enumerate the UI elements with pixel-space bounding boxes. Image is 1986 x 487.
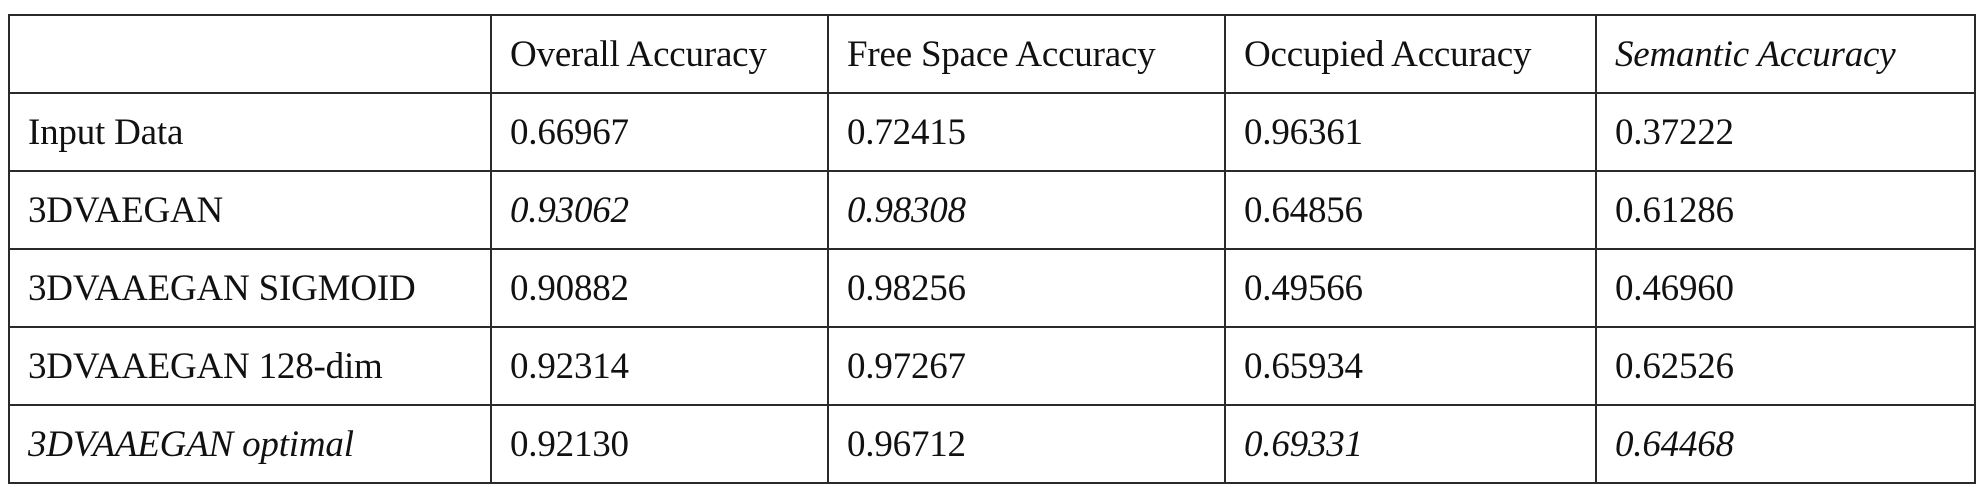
free-space-accuracy-cell: 0.96712 bbox=[827, 404, 1226, 484]
free-space-accuracy-cell: 0.72415 bbox=[827, 92, 1226, 172]
table-row: Input Data 0.66967 0.72415 0.96361 0.372… bbox=[8, 92, 1976, 172]
row-label: 3DVAAEGAN 128-dim bbox=[8, 326, 492, 406]
table-row: 3DVAAEGAN optimal 0.92130 0.96712 0.6933… bbox=[8, 404, 1976, 484]
overall-accuracy-cell: 0.92130 bbox=[490, 404, 829, 484]
header-cell-overall-accuracy: Overall Accuracy bbox=[490, 14, 829, 94]
header-cell-method bbox=[8, 14, 492, 94]
occupied-accuracy-cell: 0.69331 bbox=[1224, 404, 1597, 484]
occupied-accuracy-cell: 0.49566 bbox=[1224, 248, 1597, 328]
semantic-accuracy-cell: 0.62526 bbox=[1595, 326, 1976, 406]
row-label: 3DVAAEGAN optimal bbox=[8, 404, 492, 484]
overall-accuracy-cell: 0.66967 bbox=[490, 92, 829, 172]
free-space-accuracy-cell: 0.98308 bbox=[827, 170, 1226, 250]
semantic-accuracy-cell: 0.61286 bbox=[1595, 170, 1976, 250]
table-row: 3DVAAEGAN 128-dim 0.92314 0.97267 0.6593… bbox=[8, 326, 1976, 406]
table-row: 3DVAAEGAN SIGMOID 0.90882 0.98256 0.4956… bbox=[8, 248, 1976, 328]
free-space-accuracy-cell: 0.98256 bbox=[827, 248, 1226, 328]
header-cell-semantic-accuracy: Semantic Accuracy bbox=[1595, 14, 1976, 94]
results-table: Overall Accuracy Free Space Accuracy Occ… bbox=[8, 14, 1976, 484]
free-space-accuracy-cell: 0.97267 bbox=[827, 326, 1226, 406]
row-label: 3DVAAEGAN SIGMOID bbox=[8, 248, 492, 328]
overall-accuracy-cell: 0.90882 bbox=[490, 248, 829, 328]
semantic-accuracy-cell: 0.37222 bbox=[1595, 92, 1976, 172]
occupied-accuracy-cell: 0.64856 bbox=[1224, 170, 1597, 250]
semantic-accuracy-cell: 0.46960 bbox=[1595, 248, 1976, 328]
semantic-accuracy-cell: 0.64468 bbox=[1595, 404, 1976, 484]
overall-accuracy-cell: 0.93062 bbox=[490, 170, 829, 250]
row-label: 3DVAEGAN bbox=[8, 170, 492, 250]
occupied-accuracy-cell: 0.96361 bbox=[1224, 92, 1597, 172]
header-row: Overall Accuracy Free Space Accuracy Occ… bbox=[8, 14, 1976, 94]
occupied-accuracy-cell: 0.65934 bbox=[1224, 326, 1597, 406]
header-cell-occupied-accuracy: Occupied Accuracy bbox=[1224, 14, 1597, 94]
overall-accuracy-cell: 0.92314 bbox=[490, 326, 829, 406]
table-row: 3DVAEGAN 0.93062 0.98308 0.64856 0.61286 bbox=[8, 170, 1976, 250]
header-cell-free-space-accuracy: Free Space Accuracy bbox=[827, 14, 1226, 94]
row-label: Input Data bbox=[8, 92, 492, 172]
